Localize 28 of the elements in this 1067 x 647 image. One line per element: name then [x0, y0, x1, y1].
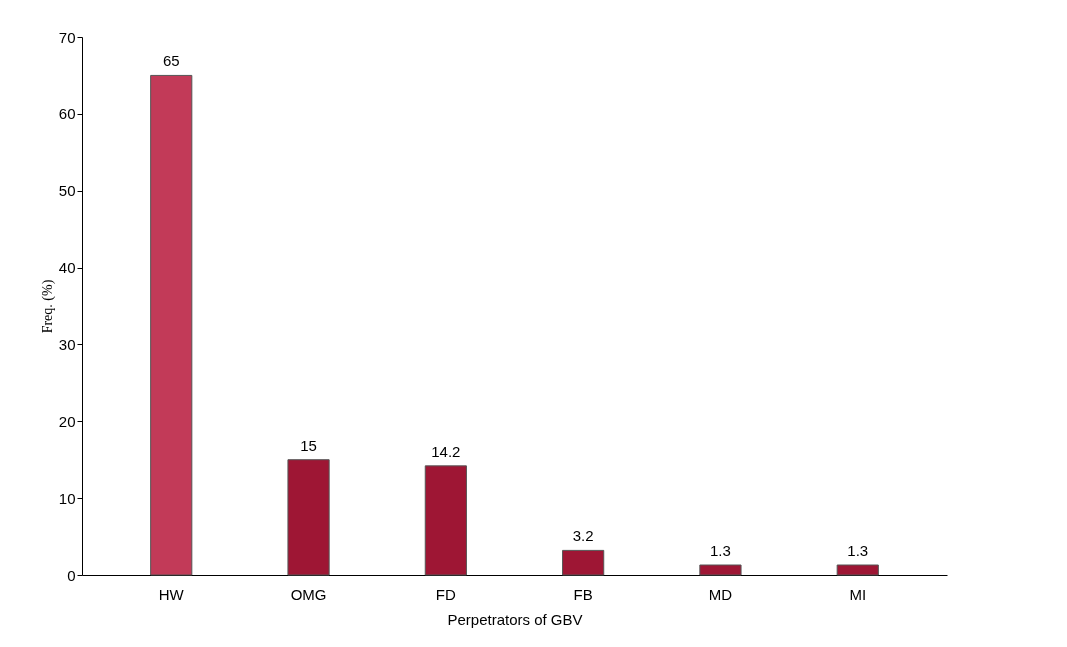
bar	[424, 465, 467, 576]
bar	[150, 74, 193, 576]
bar	[562, 549, 605, 576]
y-tick-label: 10	[58, 489, 76, 507]
bar	[287, 459, 330, 576]
y-tick-label: 30	[58, 335, 76, 353]
data-label: 65	[162, 52, 180, 70]
y-tick-label: 50	[58, 182, 76, 200]
x-tick-label: MI	[849, 585, 867, 603]
y-tick-label: 40	[58, 259, 76, 277]
data-label: 3.2	[572, 527, 594, 545]
bar	[699, 564, 742, 576]
x-axis-title: Perpetrators of GBV	[447, 610, 583, 628]
data-label: 14.2	[431, 442, 461, 460]
x-tick-label: MD	[708, 585, 733, 603]
bar	[836, 564, 879, 576]
y-tick-label: 70	[58, 28, 76, 46]
x-tick-label: OMG	[290, 585, 327, 603]
x-tick-label: FB	[573, 585, 593, 603]
x-tick-label: FD	[435, 585, 457, 603]
y-tick-label: 20	[58, 412, 76, 430]
y-axis-title: Freq. (%)	[39, 279, 56, 334]
data-label: 15	[300, 436, 317, 454]
y-tick-label: 0	[67, 566, 76, 584]
data-label: 1.3	[847, 542, 869, 560]
data-label: 1.3	[710, 542, 731, 560]
y-tick-label: 60	[58, 105, 76, 123]
x-tick-label: HW	[158, 585, 185, 603]
